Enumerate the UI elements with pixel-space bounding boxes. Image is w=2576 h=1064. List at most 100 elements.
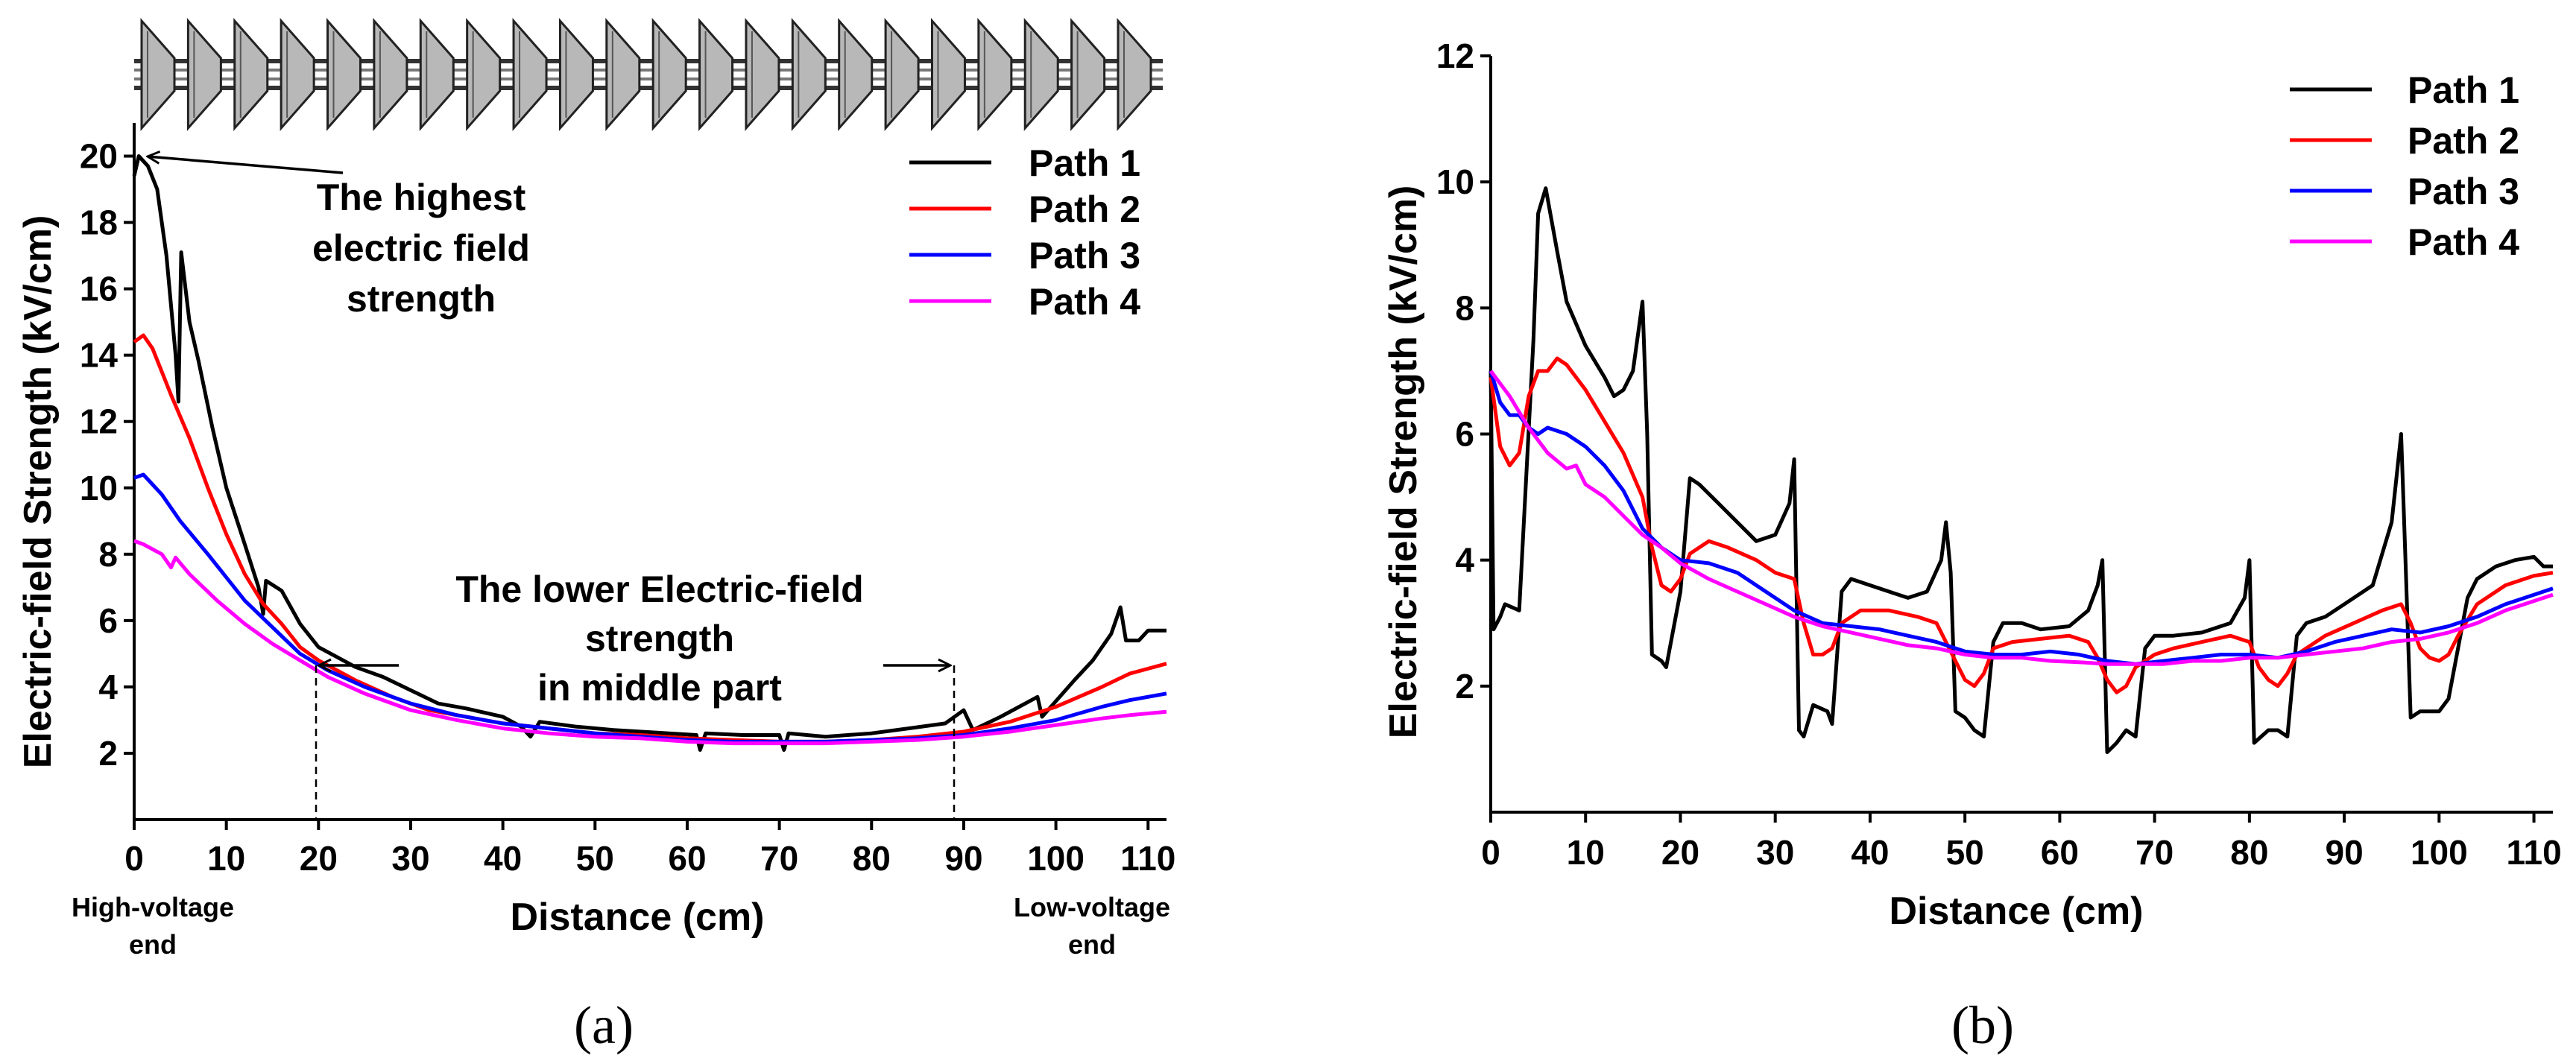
chart-a-xtick-label-70: 70	[760, 839, 798, 878]
chart-b-ytick-label-8: 8	[1455, 288, 1474, 327]
insulator-shed	[280, 18, 315, 131]
annotation-lower-line-2: strength	[585, 618, 734, 659]
insulator-shed	[558, 18, 594, 131]
chart-b-xtick-label-100: 100	[2411, 833, 2468, 872]
chart-b-series-path-1	[1489, 186, 2553, 755]
chart-a-ytick-label-8: 8	[98, 535, 118, 574]
chart-b-ytick-label-6: 6	[1455, 415, 1474, 454]
chart-b-xtick-label-10: 10	[1567, 833, 1605, 872]
chart-a-series-path-1	[132, 154, 1167, 752]
chart-a-xtick-label-90: 90	[944, 839, 982, 878]
annotation-highest-arrow	[148, 156, 344, 174]
chart-b-ytick-label-12: 12	[1436, 37, 1474, 75]
annotation-lower-line-3: in middle part	[537, 667, 782, 709]
legend-a-label-2: Path 2	[1029, 189, 1140, 230]
chart-a-xtick-label-100: 100	[1027, 839, 1085, 878]
chart-a-ytick-label-12: 12	[80, 402, 118, 441]
insulator-shed	[186, 18, 222, 131]
chart-a-ytick-label-18: 18	[80, 203, 118, 242]
insulator-shed	[791, 18, 827, 131]
chart-b-xtick-label-70: 70	[2135, 833, 2174, 872]
chart-b-xtick-label-50: 50	[1946, 833, 1984, 872]
chart-b-ytick-label-4: 4	[1455, 541, 1474, 580]
chart-a-ytick-label-20: 20	[80, 137, 118, 176]
legend-a-label-1: Path 1	[1029, 142, 1140, 184]
chart-b-ytick-label-2: 2	[1455, 667, 1474, 706]
chart-b-xtick-label-30: 30	[1756, 833, 1794, 872]
chart-a-xtick-label-50: 50	[576, 839, 614, 878]
chart-b-xtick-label-60: 60	[2041, 833, 2079, 872]
chart-b-series-path-4	[1489, 370, 2554, 666]
chart-b-ytick-label-10: 10	[1436, 162, 1474, 201]
annotation-highest-line-2: electric field	[312, 227, 530, 269]
insulator-shed	[1117, 18, 1152, 131]
legend-b-label-4: Path 4	[2408, 221, 2519, 263]
insulator-shed	[884, 18, 920, 131]
chart-b-series-path-3	[1489, 370, 2554, 666]
chart-b-series-path-2	[1489, 356, 2554, 694]
chart-a-xtick-label-0: 0	[124, 839, 144, 878]
chart-b-xtick-label-80: 80	[2230, 833, 2268, 872]
chart-a-y-label: Electric-field Strength (kV/cm)	[16, 215, 60, 769]
chart-a-ytick-label-16: 16	[80, 270, 118, 308]
insulator-shed	[698, 18, 734, 131]
insulator-shed	[373, 18, 408, 131]
chart-a-ytick-label-10: 10	[80, 469, 118, 507]
high-voltage-end-line-2: end	[129, 929, 177, 960]
chart-b-xtick-label-90: 90	[2326, 833, 2364, 872]
chart-a-xtick-label-60: 60	[668, 839, 706, 878]
legend-a-label-4: Path 4	[1029, 281, 1140, 323]
chart-a: 2 4 6 8 10 12 14 16 18 20 0 10 20 30 40 50 60 70 80 90 100 1…	[16, 18, 1175, 1055]
legend-b-label-3: Path 3	[2408, 171, 2519, 212]
insulator-shed	[419, 18, 455, 131]
chart-a-legend: Path 1 Path 2 Path 3 Path 4	[909, 142, 1140, 323]
chart-b-legend: Path 1 Path 2 Path 3 Path 4	[2290, 69, 2519, 263]
insulator-shed	[838, 18, 874, 131]
insulator-shed	[605, 18, 641, 131]
chart-a-xtick-label-20: 20	[300, 839, 338, 878]
insulator-shed	[140, 18, 176, 131]
chart-b-xtick-label-20: 20	[1661, 833, 1699, 872]
low-voltage-end-line-1: Low-voltage	[1014, 892, 1170, 922]
chart-b-x-label: Distance (cm)	[1890, 890, 2144, 933]
chart-a-xtick-label-110: 110	[1120, 839, 1175, 878]
chart-b-xtick-label-110: 110	[2506, 833, 2561, 872]
panel-label-a: (a)	[574, 995, 634, 1055]
chart-a-series-path-4	[133, 539, 1167, 746]
low-voltage-end-line-2: end	[1068, 929, 1116, 960]
insulator-shed	[930, 18, 966, 131]
chart-a-series-path-3	[133, 472, 1167, 744]
legend-b-label-2: Path 2	[2408, 120, 2519, 162]
insulator-shed	[977, 18, 1013, 131]
chart-a-xtick-label-80: 80	[853, 839, 891, 878]
insulator-shed	[466, 18, 502, 131]
insulator-shed	[233, 18, 269, 131]
chart-a-xtick-label-10: 10	[207, 839, 245, 878]
chart-b: 2 4 6 8 10 12 0 10 20 30 40 50 60 70 80 90 100 110 Dista…	[1382, 37, 2562, 1055]
chart-a-ytick-label-4: 4	[98, 668, 118, 706]
chart-a-xtick-label-30: 30	[391, 839, 429, 878]
insulator-schematic	[134, 18, 1163, 131]
annotation-highest-line-1: The highest	[317, 177, 526, 218]
panel-label-b: (b)	[1951, 995, 2014, 1055]
legend-a-label-3: Path 3	[1029, 235, 1140, 276]
insulator-shed	[326, 18, 362, 131]
insulator-shed	[651, 18, 687, 131]
insulator-shed	[745, 18, 780, 131]
high-voltage-end-line-1: High-voltage	[72, 892, 234, 922]
legend-b-label-1: Path 1	[2408, 69, 2519, 111]
chart-a-ytick-label-14: 14	[80, 336, 119, 375]
annotation-highest-line-3: strength	[347, 278, 496, 320]
chart-a-x-label: Distance (cm)	[511, 896, 765, 939]
annotation-lower-line-1: The lower Electric-field	[455, 569, 863, 610]
insulator-shed	[1023, 18, 1059, 131]
chart-a-ytick-label-2: 2	[98, 734, 118, 773]
chart-b-xtick-label-0: 0	[1481, 833, 1500, 872]
insulator-shed	[1070, 18, 1106, 131]
insulator-shed	[512, 18, 548, 131]
chart-a-ytick-label-6: 6	[98, 601, 118, 640]
chart-a-xtick-label-40: 40	[484, 839, 522, 878]
chart-b-xtick-label-40: 40	[1851, 833, 1889, 872]
chart-b-y-label: Electric-field Strength (kV/cm)	[1382, 186, 1425, 739]
